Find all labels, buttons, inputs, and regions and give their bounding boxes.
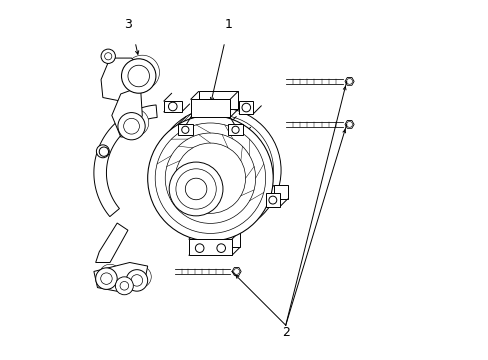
Polygon shape: [112, 87, 142, 137]
Circle shape: [169, 162, 223, 216]
Polygon shape: [232, 267, 241, 275]
Polygon shape: [178, 125, 192, 135]
Polygon shape: [190, 99, 230, 117]
Polygon shape: [96, 223, 128, 262]
Circle shape: [131, 275, 142, 286]
Circle shape: [155, 108, 281, 233]
Circle shape: [128, 65, 149, 87]
Circle shape: [233, 269, 239, 274]
Circle shape: [185, 178, 206, 200]
Circle shape: [346, 122, 352, 127]
Circle shape: [182, 126, 188, 134]
Circle shape: [104, 53, 112, 60]
Polygon shape: [345, 77, 353, 85]
Circle shape: [195, 244, 203, 252]
Circle shape: [115, 277, 133, 295]
Circle shape: [147, 116, 273, 241]
Circle shape: [176, 169, 216, 209]
Circle shape: [118, 113, 145, 140]
Circle shape: [231, 126, 239, 134]
Circle shape: [121, 109, 148, 136]
Circle shape: [268, 196, 276, 204]
Polygon shape: [94, 105, 157, 217]
Circle shape: [217, 244, 225, 252]
Polygon shape: [94, 262, 147, 293]
Polygon shape: [265, 193, 279, 207]
Circle shape: [100, 148, 106, 154]
Circle shape: [99, 264, 121, 286]
Circle shape: [129, 266, 151, 288]
Circle shape: [126, 270, 147, 291]
Circle shape: [120, 282, 128, 290]
Circle shape: [99, 147, 108, 156]
Polygon shape: [163, 101, 182, 112]
Circle shape: [96, 268, 117, 289]
Polygon shape: [101, 58, 139, 101]
Circle shape: [168, 102, 177, 111]
Circle shape: [242, 103, 250, 112]
Polygon shape: [196, 231, 239, 247]
Circle shape: [346, 78, 352, 84]
Circle shape: [121, 59, 156, 93]
Text: 1: 1: [224, 18, 232, 31]
Circle shape: [125, 55, 159, 90]
Circle shape: [101, 49, 115, 63]
Circle shape: [172, 166, 226, 220]
Polygon shape: [239, 101, 253, 114]
Circle shape: [96, 145, 109, 158]
Polygon shape: [345, 121, 353, 128]
Text: 2: 2: [281, 326, 289, 339]
Text: 3: 3: [124, 18, 132, 31]
Polygon shape: [188, 239, 231, 255]
Polygon shape: [273, 185, 287, 199]
Polygon shape: [198, 91, 238, 109]
Polygon shape: [228, 125, 242, 135]
Circle shape: [123, 118, 139, 134]
Circle shape: [101, 273, 112, 284]
